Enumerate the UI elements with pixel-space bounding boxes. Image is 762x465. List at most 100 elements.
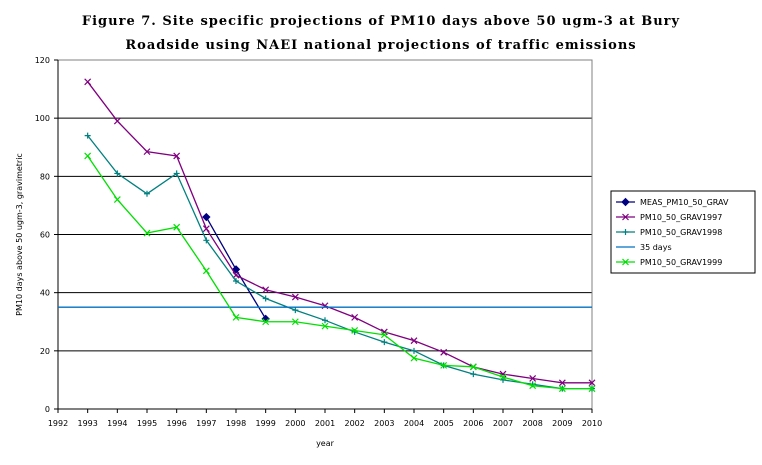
data-point bbox=[410, 354, 418, 362]
x-tick-label: 2008 bbox=[522, 419, 542, 428]
series-1 bbox=[84, 78, 596, 387]
data-point bbox=[588, 385, 596, 393]
x-tick-label: 2004 bbox=[404, 419, 424, 428]
data-point bbox=[232, 313, 240, 321]
data-point bbox=[233, 278, 239, 285]
legend-item: PM10_50_GRAV1998 bbox=[616, 228, 722, 237]
series-group bbox=[58, 78, 596, 393]
data-point bbox=[84, 132, 91, 139]
data-point bbox=[469, 363, 477, 371]
data-point bbox=[203, 237, 210, 244]
data-point bbox=[529, 375, 537, 382]
data-point bbox=[470, 371, 477, 378]
x-tick-label: 2006 bbox=[463, 419, 483, 428]
x-tick-label: 2010 bbox=[582, 419, 602, 428]
data-point bbox=[529, 382, 537, 390]
legend-item: PM10_50_GRAV1997 bbox=[616, 213, 722, 222]
x-tick-label: 1999 bbox=[255, 419, 275, 428]
series-line bbox=[87, 135, 592, 390]
data-point bbox=[173, 152, 181, 160]
x-tick-label: 1998 bbox=[226, 419, 246, 428]
data-point bbox=[558, 385, 566, 393]
data-point bbox=[381, 339, 388, 346]
y-tick-label: 120 bbox=[35, 56, 50, 65]
y-tick-label: 40 bbox=[40, 289, 50, 298]
legend: MEAS_PM10_50_GRAV PM10_50_GRAV1997 PM10_50… bbox=[610, 190, 756, 274]
legend-label: PM10_50_GRAV1997 bbox=[640, 213, 722, 222]
x-tick-label: 2000 bbox=[285, 419, 305, 428]
x-tick-label: 2002 bbox=[344, 419, 364, 428]
data-point bbox=[143, 229, 151, 237]
series-0 bbox=[202, 212, 270, 324]
data-point bbox=[262, 295, 269, 302]
legend-item: 35 days bbox=[616, 243, 672, 252]
y-tick-label: 0 bbox=[45, 405, 50, 414]
series-line bbox=[87, 155, 592, 390]
x-tick-label: 1993 bbox=[77, 419, 97, 428]
x-axis-title: year bbox=[316, 439, 335, 448]
y-tick-label: 80 bbox=[40, 172, 50, 181]
series-4 bbox=[84, 152, 596, 393]
data-point bbox=[143, 148, 151, 156]
legend-label: 35 days bbox=[640, 243, 672, 252]
y-tick-label: 20 bbox=[40, 347, 50, 356]
data-point bbox=[84, 78, 92, 86]
data-point bbox=[351, 327, 359, 334]
x-tick-label: 1994 bbox=[107, 419, 127, 428]
x-tick-label: 2003 bbox=[374, 419, 394, 428]
chart-title-line-2: Roadside using NAEI national projections… bbox=[125, 38, 637, 53]
x-tick-label: 2007 bbox=[493, 419, 513, 428]
legend-marker bbox=[621, 197, 630, 207]
x-tick-label: 1992 bbox=[48, 419, 68, 428]
data-point bbox=[380, 331, 388, 339]
data-point bbox=[113, 117, 121, 125]
data-point bbox=[262, 318, 270, 326]
data-point bbox=[114, 170, 121, 177]
legend-label: PM10_50_GRAV1998 bbox=[640, 228, 722, 237]
legend-item: PM10_50_GRAV1999 bbox=[616, 258, 722, 267]
data-point bbox=[262, 286, 270, 294]
data-point bbox=[84, 152, 92, 160]
legend-label: PM10_50_GRAV1999 bbox=[640, 258, 722, 267]
y-axis-title: PM10 days above 50 ugm-3, gravimetric bbox=[15, 153, 24, 316]
data-point bbox=[500, 376, 506, 383]
data-point bbox=[231, 265, 241, 274]
x-tick-label: 2009 bbox=[552, 419, 572, 428]
data-point bbox=[291, 293, 299, 301]
data-point bbox=[202, 212, 211, 222]
data-point bbox=[499, 373, 507, 381]
data-point bbox=[440, 361, 448, 369]
data-point bbox=[588, 379, 596, 387]
axes bbox=[54, 59, 593, 413]
data-point bbox=[410, 337, 418, 345]
data-point bbox=[411, 347, 417, 354]
data-point bbox=[321, 322, 329, 330]
data-point bbox=[440, 348, 448, 356]
data-point bbox=[173, 170, 180, 177]
chart-title-line-1: Figure 7. Site specific projections of P… bbox=[81, 14, 681, 29]
x-tick-label: 1996 bbox=[166, 419, 186, 428]
legend-marker bbox=[622, 213, 629, 221]
x-tick-label: 1997 bbox=[196, 419, 216, 428]
y-tick-label: 60 bbox=[40, 231, 50, 240]
legend-item: MEAS_PM10_50_GRAV bbox=[616, 197, 729, 207]
x-tick-label: 2005 bbox=[433, 419, 453, 428]
data-point bbox=[351, 313, 359, 321]
data-point bbox=[113, 196, 121, 204]
y-tick-label: 100 bbox=[35, 114, 50, 123]
data-point bbox=[202, 267, 210, 275]
series-2 bbox=[84, 132, 595, 392]
data-point bbox=[322, 317, 328, 324]
x-tick-label: 1995 bbox=[137, 419, 157, 428]
data-point bbox=[144, 190, 150, 197]
data-point bbox=[292, 307, 299, 314]
legend-marker bbox=[622, 258, 629, 266]
data-point bbox=[291, 318, 299, 326]
legend-label: MEAS_PM10_50_GRAV bbox=[640, 198, 729, 207]
data-point bbox=[202, 225, 210, 233]
data-point bbox=[558, 379, 566, 387]
series-line bbox=[87, 81, 592, 384]
legend-marker bbox=[622, 229, 629, 235]
data-point bbox=[173, 223, 181, 231]
